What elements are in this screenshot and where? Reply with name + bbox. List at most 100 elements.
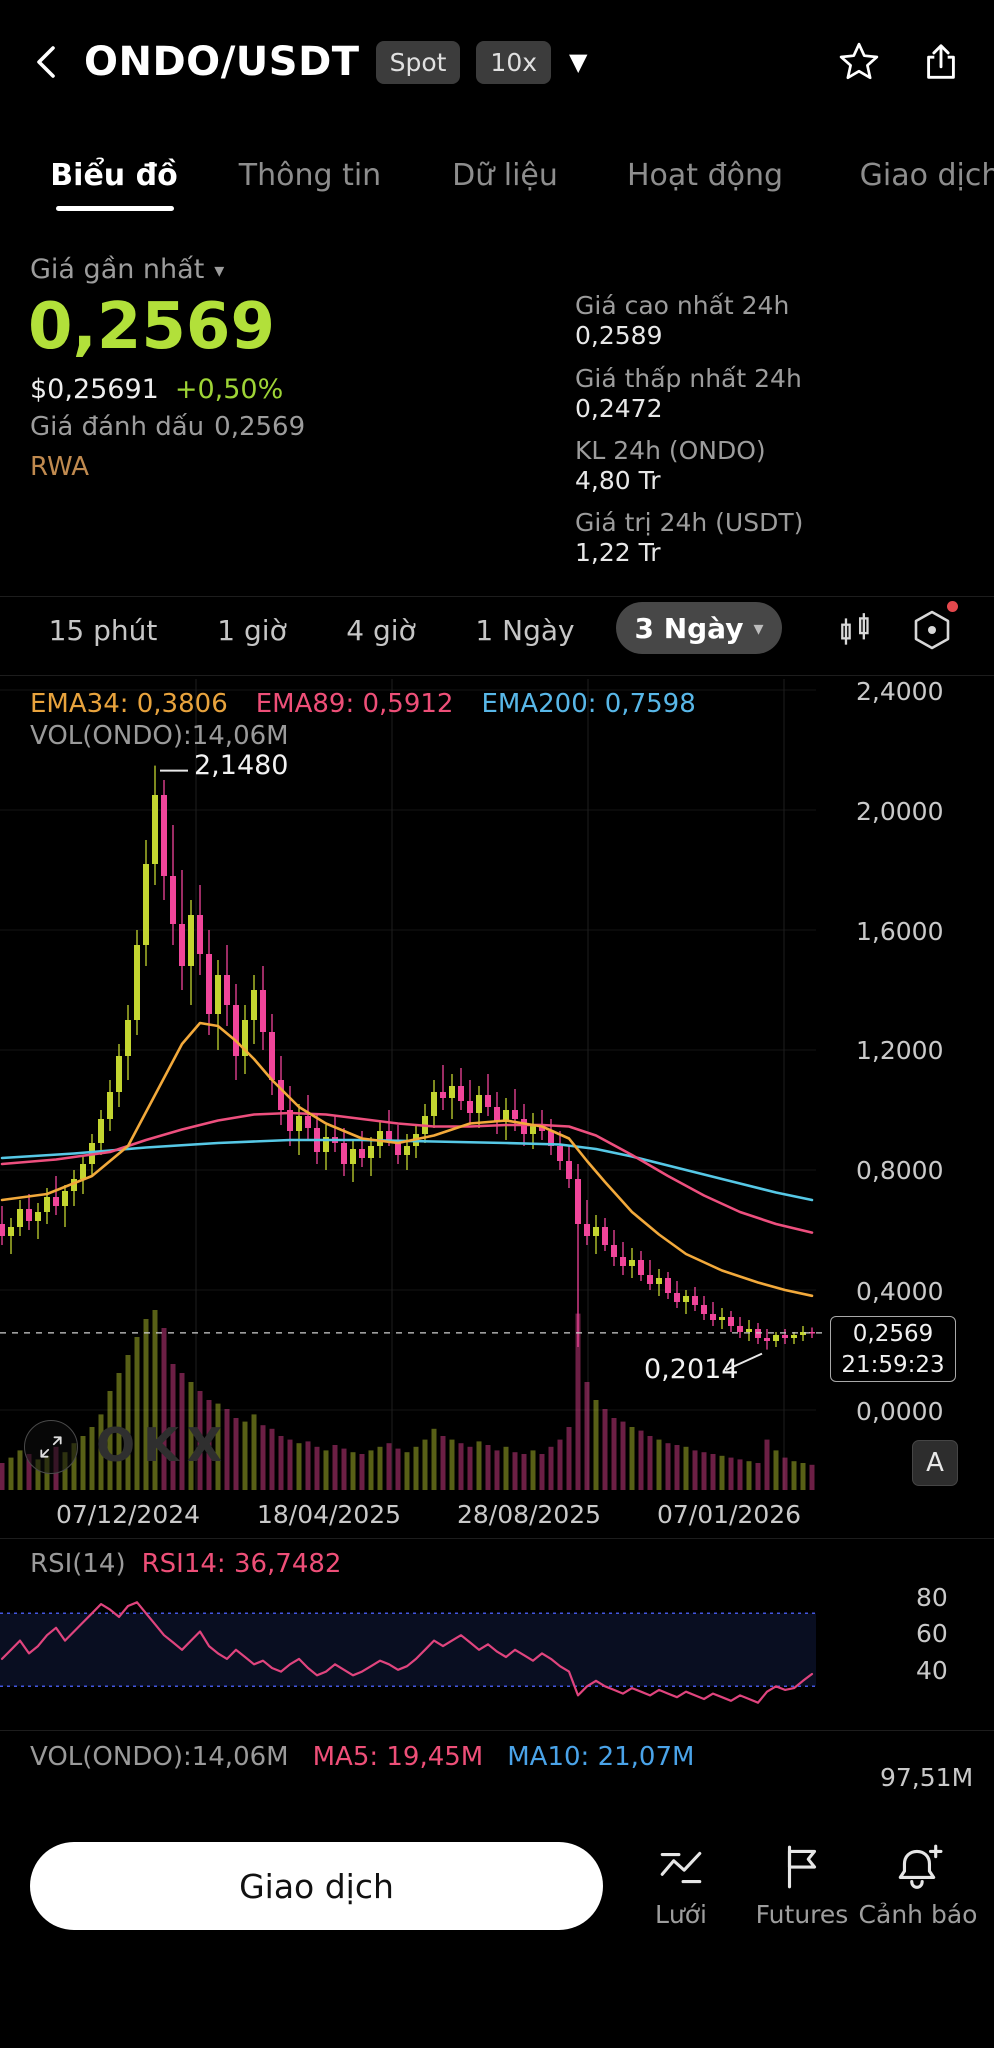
chart-settings-button[interactable] — [910, 608, 954, 652]
ema200-legend: EMA200: 0,7598 — [481, 689, 696, 719]
volume-panel-header[interactable]: VOL(ONDO):14,06M MA5: 19,45M MA10: 21,07… — [30, 1742, 694, 1772]
y-axis-label: 1,6000 — [856, 917, 944, 946]
stat-high-label: Giá cao nhất 24h — [575, 291, 790, 320]
divider — [0, 596, 994, 597]
okx-watermark: OKX — [96, 1418, 231, 1472]
fullscreen-button[interactable] — [24, 1420, 78, 1474]
rsi-chart[interactable] — [0, 1545, 994, 1731]
back-button[interactable] — [26, 40, 70, 84]
pair-title: ONDO/USDT — [84, 39, 360, 85]
y-axis-label: 0,8000 — [856, 1156, 944, 1185]
y-axis-label: 2,4000 — [856, 677, 944, 706]
stat-value-value: 1,22 Tr — [575, 538, 661, 567]
stat-high-value: 0,2589 — [575, 321, 663, 350]
top-bar: ONDO/USDT Spot 10x ▼ — [0, 30, 994, 94]
tab-chart[interactable]: Biểu đồ — [50, 158, 178, 193]
futures-label: Futures — [755, 1900, 849, 1929]
notification-dot — [947, 601, 958, 612]
ema34-legend: EMA34: 0,3806 — [30, 689, 228, 719]
divider — [0, 675, 994, 676]
rsi-axis-label: 40 — [916, 1656, 948, 1685]
ema-legend: EMA34: 0,3806 EMA89: 0,5912 EMA200: 0,75… — [30, 689, 696, 719]
alert-button[interactable]: Cảnh báo — [856, 1842, 980, 1929]
grid-trading-button[interactable]: Lưới — [619, 1842, 743, 1929]
rsi-header[interactable]: RSI(14) RSI14: 36,7482 — [30, 1549, 341, 1579]
x-axis-label: 18/04/2025 — [256, 1500, 402, 1529]
futures-button[interactable]: Futures — [740, 1842, 864, 1929]
timeframe-1h[interactable]: 1 giờ — [217, 614, 287, 647]
timeframe-3d-label: 3 Ngày — [634, 611, 744, 645]
stat-value-label: Giá trị 24h (USDT) — [575, 508, 804, 537]
mark-price-value: 0,2569 — [214, 412, 306, 442]
bottom-bar: Giao dịch Lưới Futures Cảnh báo — [0, 1808, 994, 2048]
stat-vol-value: 4,80 Tr — [575, 466, 661, 495]
leverage-badge[interactable]: 10x — [476, 40, 552, 84]
indicator-button[interactable] — [836, 610, 878, 652]
tab-info[interactable]: Thông tin — [238, 158, 382, 193]
last-price-badge: 0,2569 21:59:23 — [830, 1316, 956, 1382]
favorite-button[interactable] — [838, 41, 880, 83]
y-axis-label: 2,0000 — [856, 797, 944, 826]
grid-bot-icon — [660, 1851, 702, 1884]
timeframe-4h[interactable]: 4 giờ — [346, 614, 416, 647]
mark-price-label: Giá đánh dấu — [30, 412, 205, 442]
usd-price: $0,25691 — [30, 374, 159, 405]
stat-vol-label: KL 24h (ONDO) — [575, 436, 766, 465]
hexagon-settings-icon — [914, 610, 950, 650]
timeframe-3d-selected[interactable]: 3 Ngày ▾ — [616, 602, 782, 654]
bell-plus-icon — [898, 1844, 943, 1889]
stat-low-value: 0,2472 — [575, 394, 663, 423]
auto-scale-button[interactable]: A — [912, 1440, 958, 1486]
price-change: +0,50% — [174, 374, 284, 405]
tab-data[interactable]: Dữ liệu — [452, 158, 558, 193]
rwa-tag[interactable]: RWA — [30, 452, 90, 482]
rsi-axis-label: 60 — [916, 1619, 948, 1648]
y-axis-label: 1,2000 — [856, 1036, 944, 1065]
last-price-label: Giá gần nhất — [30, 254, 205, 285]
volume-ma5: MA5: 19,45M — [312, 1742, 484, 1772]
share-icon — [927, 44, 955, 79]
y-axis-label: 0,0000 — [856, 1397, 944, 1426]
alert-label: Cảnh báo — [858, 1900, 978, 1929]
rsi-axis-label: 80 — [916, 1583, 948, 1612]
x-axis-label: 07/01/2026 — [656, 1500, 802, 1529]
x-axis-label: 28/08/2025 — [456, 1500, 602, 1529]
badge-price: 0,2569 — [852, 1321, 934, 1347]
high-annotation: 2,1480 — [194, 750, 289, 781]
vol-legend: VOL(ONDO):14,06M — [30, 721, 289, 751]
divider — [0, 1730, 994, 1731]
timeframe-1d[interactable]: 1 Ngày — [475, 614, 575, 647]
stat-low-label: Giá thấp nhất 24h — [575, 364, 802, 393]
expand-icon — [40, 1436, 62, 1458]
candle-chart-icon — [841, 613, 869, 645]
volume-ma10: MA10: 21,07M — [507, 1742, 695, 1772]
tab-activity[interactable]: Hoạt động — [626, 158, 784, 193]
last-price-selector[interactable]: Giá gần nhất ▾ — [30, 254, 224, 285]
spot-badge: Spot — [375, 40, 461, 84]
flag-icon — [787, 1845, 817, 1889]
x-axis-label: 07/12/2024 — [55, 1500, 201, 1529]
vol-legend-row: VOL(ONDO):14,06M — [30, 721, 289, 751]
share-button[interactable] — [920, 41, 962, 83]
chevron-down-icon: ▾ — [214, 257, 225, 282]
low-annotation: 0,2014 — [644, 1354, 739, 1385]
tab-trade[interactable]: Giao dịch — [859, 158, 994, 193]
pair-dropdown-caret[interactable]: ▼ — [569, 48, 588, 76]
badge-time: 21:59:23 — [841, 1352, 945, 1378]
active-tab-underline — [56, 206, 174, 211]
rsi-title: RSI(14) — [30, 1549, 126, 1579]
chevron-left-icon — [37, 46, 55, 78]
timeframe-15m[interactable]: 15 phút — [48, 614, 158, 647]
volume-title: VOL(ONDO):14,06M — [30, 1742, 289, 1772]
usd-price-row: $0,25691 +0,50% — [30, 374, 283, 405]
chevron-down-icon: ▾ — [753, 616, 764, 640]
grid-trading-label: Lưới — [654, 1900, 707, 1929]
trade-button[interactable]: Giao dịch — [30, 1842, 603, 1930]
candlestick-chart[interactable] — [0, 679, 994, 1531]
volume-scale-label: 97,51M — [880, 1763, 974, 1792]
y-axis-label: 0,4000 — [856, 1277, 944, 1306]
last-price: 0,2569 — [28, 290, 275, 364]
star-icon — [839, 42, 879, 80]
ema89-legend: EMA89: 0,5912 — [255, 689, 454, 719]
